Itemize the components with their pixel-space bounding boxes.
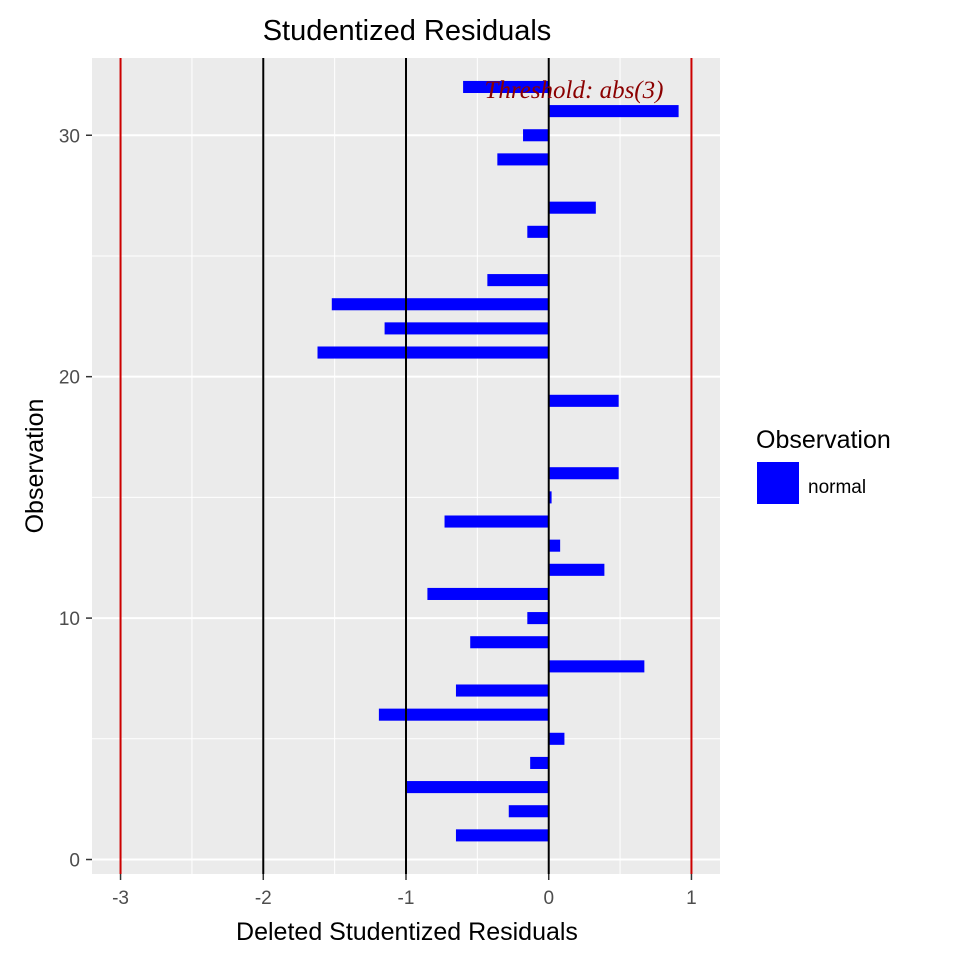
x-axis: -3 -2 -1 0 1	[112, 874, 697, 909]
bar-observation-24	[487, 274, 549, 287]
chart-title: Studentized Residuals	[263, 15, 552, 47]
bar-observation-4	[530, 756, 549, 769]
bar-observation-23	[331, 298, 549, 311]
y-axis: 0 10 20 30	[59, 126, 92, 872]
bar-observation-7	[455, 684, 549, 697]
legend-label-normal: normal	[808, 477, 866, 498]
bar-observation-9	[470, 636, 549, 649]
bar-observation-22	[384, 322, 549, 335]
y-tick-label: 10	[59, 609, 80, 630]
x-tick-label: 0	[543, 888, 554, 909]
legend: Observation normal	[756, 426, 891, 504]
bar-observation-8	[548, 660, 645, 673]
bar-observation-1	[455, 829, 549, 842]
bar-observation-2	[508, 805, 549, 818]
bars	[317, 80, 679, 842]
bar-observation-13	[548, 539, 561, 552]
bar-observation-19	[548, 394, 619, 407]
legend-swatch-normal	[757, 462, 799, 504]
bar-observation-16	[548, 467, 619, 480]
bar-observation-29	[497, 153, 549, 166]
bar-observation-11	[427, 587, 549, 600]
legend-title: Observation	[756, 426, 891, 454]
bar-observation-30	[523, 129, 549, 142]
bar-observation-31	[548, 105, 679, 118]
bar-observation-6	[378, 708, 549, 721]
x-axis-title: Deleted Studentized Residuals	[236, 918, 578, 946]
x-tick-label: 1	[686, 888, 697, 909]
x-tick-label: -2	[255, 888, 272, 909]
bar-observation-10	[527, 612, 549, 625]
bar-observation-14	[444, 515, 549, 528]
bar-observation-21	[317, 346, 549, 359]
x-tick-label: -3	[112, 888, 129, 909]
bar-observation-3	[406, 781, 549, 794]
bar-observation-32	[463, 80, 549, 94]
reference-lines	[119, 58, 693, 874]
threshold-annotation: Threshold: abs(3)	[485, 77, 664, 104]
y-tick-label: 20	[59, 368, 80, 389]
bar-observation-5	[548, 732, 565, 745]
y-tick-label: 0	[69, 851, 80, 872]
bar-observation-12	[548, 563, 605, 576]
y-tick-label: 30	[59, 126, 80, 147]
bar-observation-27	[548, 201, 596, 214]
x-tick-label: -1	[398, 888, 415, 909]
y-axis-title: Observation	[21, 399, 49, 534]
bar-observation-26	[527, 225, 549, 238]
bar-observation-15	[548, 491, 552, 504]
